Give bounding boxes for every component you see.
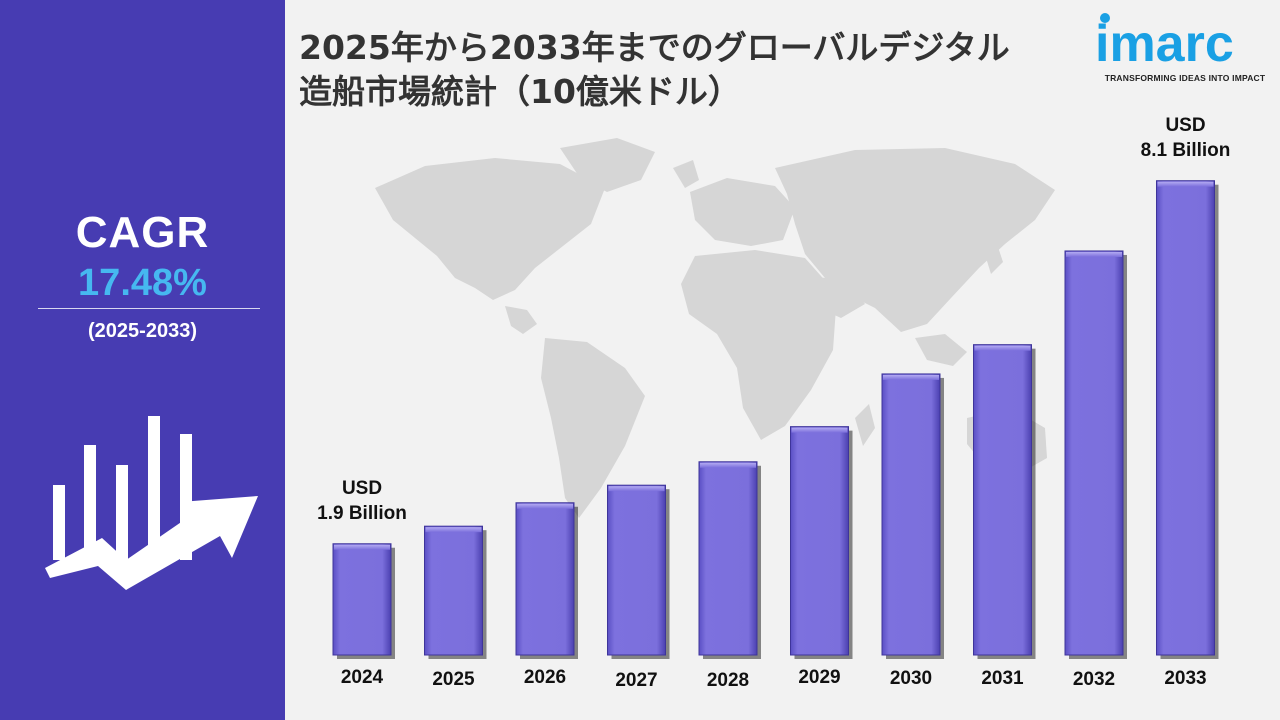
bar-cap-2027 bbox=[608, 486, 665, 492]
x-tick-label: 2027 bbox=[615, 670, 657, 691]
chart-title-line1: 2025年から2033年までのグローバルデジタル bbox=[299, 28, 1010, 67]
bar-cap-2025 bbox=[425, 527, 482, 533]
sidebar-panel: CAGR 17.48% (2025-2033) bbox=[0, 0, 285, 720]
last-annotation-value: 8.1 Billion bbox=[1140, 139, 1231, 161]
bar-cap-2024 bbox=[334, 544, 390, 550]
bar-cap-2031 bbox=[974, 345, 1031, 351]
bar-cap-2029 bbox=[791, 427, 848, 433]
bar-2029 bbox=[790, 426, 849, 656]
cagr-period: (2025-2033) bbox=[88, 320, 197, 342]
cagr-value: 17.48% bbox=[78, 262, 207, 304]
bar-cap-2028 bbox=[700, 462, 756, 468]
x-tick-label: 2024 bbox=[341, 667, 384, 688]
last-value-annotation: USD 8.1 Billion bbox=[1116, 113, 1256, 163]
first-annotation-value: 1.9 Billion bbox=[317, 502, 407, 524]
x-tick-label: 2026 bbox=[524, 667, 566, 688]
bar-cap-2033 bbox=[1157, 181, 1214, 187]
bar-2032 bbox=[1064, 250, 1124, 656]
bar-2030 bbox=[881, 373, 941, 656]
growth-chart-icon bbox=[45, 416, 258, 590]
bar-2027 bbox=[607, 484, 666, 656]
imarc-logo: imarc TRANSFORMING IDEAS INTO IMPACT bbox=[1095, 10, 1275, 90]
bar-cap-2030 bbox=[883, 374, 939, 380]
x-tick-label: 2031 bbox=[981, 668, 1024, 689]
bar-2026 bbox=[515, 502, 575, 656]
bar-cap-2026 bbox=[517, 503, 573, 509]
bar-2031 bbox=[973, 344, 1032, 656]
logo-wordmark: imarc bbox=[1095, 15, 1234, 73]
first-annotation-unit: USD bbox=[341, 477, 383, 499]
x-tick-label: 2032 bbox=[1073, 669, 1115, 690]
x-tick-label: 2025 bbox=[432, 669, 475, 690]
x-tick-label: 2033 bbox=[1164, 668, 1206, 689]
chart-title-line2: 造船市場統計（10億米ドル） bbox=[299, 72, 741, 111]
logo-tagline: TRANSFORMING IDEAS INTO IMPACT bbox=[1104, 73, 1266, 83]
x-tick-label: 2028 bbox=[707, 670, 749, 691]
logo-dot bbox=[1100, 13, 1110, 23]
cagr-divider bbox=[38, 308, 260, 309]
first-value-annotation: USD 1.9 Billion bbox=[292, 476, 432, 526]
x-tick-label: 2030 bbox=[890, 668, 932, 689]
chart-title: 2025年から2033年までのグローバルデジタル 造船市場統計（10億米ドル） bbox=[299, 26, 1059, 114]
bar-2028 bbox=[698, 461, 758, 656]
bar-2033 bbox=[1156, 180, 1215, 656]
main-panel: 2025年から2033年までのグローバルデジタル 造船市場統計（10億米ドル） … bbox=[285, 0, 1280, 720]
bar-cap-2032 bbox=[1066, 251, 1122, 257]
bar-2025 bbox=[424, 525, 483, 656]
last-annotation-unit: USD bbox=[1165, 114, 1206, 136]
cagr-label: CAGR bbox=[75, 208, 210, 257]
bar-chart: 2024 2025 2026 2027 2028 2029 2030 2031 2032 2033 bbox=[332, 180, 1219, 691]
bar-2024 bbox=[332, 543, 392, 656]
x-tick-label: 2029 bbox=[798, 667, 840, 688]
